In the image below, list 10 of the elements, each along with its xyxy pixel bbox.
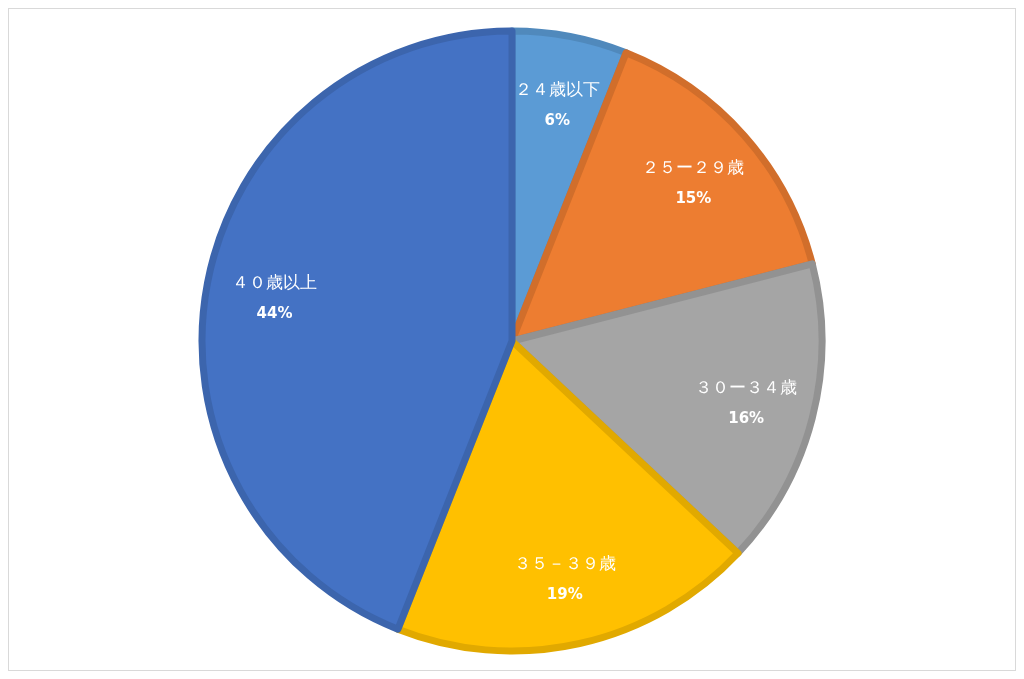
slice-label: ２５ー２９歳 [642, 157, 745, 178]
slice-label: ４０歳以上 [231, 271, 317, 292]
slice-label: ３５－３９歳 [513, 552, 616, 573]
data-label: 44% [256, 303, 293, 322]
slice-label: ３０ー３４歳 [695, 377, 798, 398]
slice-label: ２４歳以下 [514, 79, 600, 100]
data-label: 15% [675, 189, 712, 208]
data-label: 6% [544, 111, 571, 130]
data-label: 16% [728, 409, 765, 428]
data-label: 19% [546, 584, 583, 603]
